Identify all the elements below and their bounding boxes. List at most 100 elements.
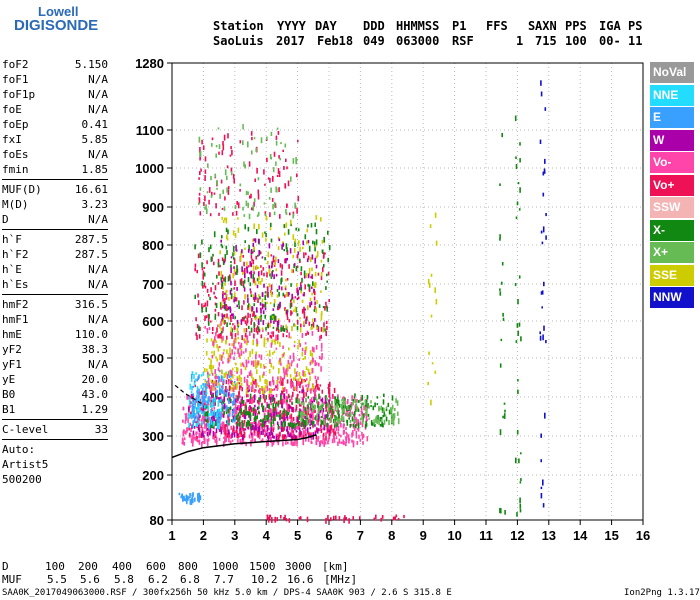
echo-point xyxy=(188,425,190,431)
echo-point xyxy=(286,203,288,207)
echo-point xyxy=(259,397,261,403)
echo-point xyxy=(331,438,334,444)
echo-point xyxy=(256,425,258,432)
echo-point xyxy=(278,303,281,309)
echo-point xyxy=(314,246,316,252)
echo-point xyxy=(519,187,521,193)
echo-point xyxy=(226,289,228,293)
echo-point xyxy=(233,381,236,384)
echo-point xyxy=(235,384,238,390)
echo-point xyxy=(516,512,518,517)
echo-point xyxy=(503,413,506,419)
echo-point xyxy=(352,430,354,436)
echo-point xyxy=(290,336,292,339)
echo-point xyxy=(290,223,292,227)
echo-point xyxy=(206,328,208,331)
echo-point xyxy=(250,440,252,447)
echo-point xyxy=(189,405,191,408)
echo-point xyxy=(225,217,228,224)
echo-point xyxy=(268,369,271,374)
echo-point xyxy=(292,416,295,422)
echo-point xyxy=(292,234,295,240)
echo-point xyxy=(225,392,228,398)
echo-point xyxy=(272,352,274,355)
param-row: M(D) 3.23 xyxy=(2,197,108,212)
echo-point xyxy=(295,397,297,404)
echo-point xyxy=(295,418,298,423)
echo-point xyxy=(217,367,220,372)
echo-point xyxy=(201,410,204,414)
echo-point xyxy=(356,428,359,431)
echo-point xyxy=(499,183,501,186)
echo-point xyxy=(216,375,218,379)
echo-point xyxy=(216,413,219,416)
echo-point xyxy=(387,402,390,407)
echo-point xyxy=(302,401,305,406)
echo-point xyxy=(202,414,204,420)
echo-point xyxy=(281,390,284,395)
echo-point xyxy=(233,407,235,413)
x-tick-label: 15 xyxy=(604,528,618,543)
echo-point xyxy=(396,400,399,406)
echo-point xyxy=(263,371,265,376)
echo-point xyxy=(256,278,259,282)
echo-point xyxy=(290,429,293,436)
echo-point xyxy=(256,214,259,217)
echo-point xyxy=(228,359,231,362)
echo-point xyxy=(320,217,322,222)
echo-point xyxy=(265,232,267,238)
echo-point xyxy=(252,274,254,280)
echo-point xyxy=(214,439,217,443)
echo-point xyxy=(268,388,271,391)
echo-point xyxy=(322,306,325,309)
echo-point xyxy=(361,422,364,428)
echo-point xyxy=(188,405,190,409)
echo-point xyxy=(275,401,278,405)
echo-point xyxy=(258,406,260,410)
echo-point xyxy=(336,423,338,427)
echo-point xyxy=(305,433,307,439)
echo-point xyxy=(226,313,228,319)
echo-point xyxy=(242,206,244,211)
echo-point xyxy=(196,438,198,442)
echo-point xyxy=(278,433,281,436)
param-name: foF1 xyxy=(2,73,29,86)
echo-point xyxy=(219,354,221,361)
echo-point xyxy=(234,398,237,403)
echo-point xyxy=(282,414,285,419)
echo-point xyxy=(217,262,220,268)
echo-point xyxy=(428,351,430,356)
header-value: Feb18 xyxy=(317,34,354,48)
echo-point xyxy=(297,378,300,384)
param-name: foEp xyxy=(2,118,29,131)
echo-point xyxy=(302,370,304,376)
echo-point xyxy=(285,518,288,522)
echo-point xyxy=(356,441,359,445)
echo-point xyxy=(236,378,239,381)
echo-point xyxy=(518,458,520,464)
trace-cluster xyxy=(427,212,438,406)
echo-point xyxy=(275,385,277,389)
echo-point xyxy=(203,282,206,288)
echo-point xyxy=(543,168,546,173)
echo-point xyxy=(258,250,260,256)
echo-point xyxy=(181,493,184,498)
echo-point xyxy=(286,364,288,371)
echo-point xyxy=(193,433,195,440)
header-label: DAY xyxy=(315,19,337,33)
echo-point xyxy=(253,238,256,242)
echo-point xyxy=(224,169,227,176)
echo-point xyxy=(225,304,227,307)
header-label: YYYY xyxy=(277,19,306,33)
echo-point xyxy=(540,493,543,499)
legend-entry: NNE xyxy=(650,84,694,106)
echo-point xyxy=(306,427,309,432)
echo-point xyxy=(289,355,292,360)
echo-point xyxy=(308,401,310,406)
echo-point xyxy=(247,375,249,379)
echo-point xyxy=(311,346,314,352)
echo-point xyxy=(248,161,251,167)
echo-point xyxy=(350,402,353,406)
echo-point xyxy=(299,376,302,380)
echo-point xyxy=(323,441,325,447)
